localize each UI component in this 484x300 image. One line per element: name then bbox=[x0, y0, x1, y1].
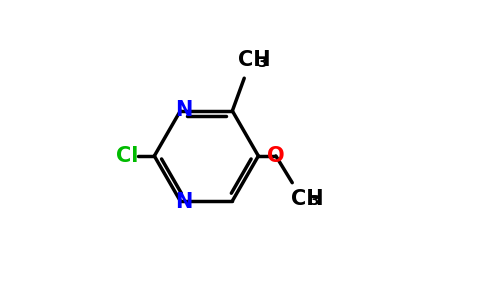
Text: CH: CH bbox=[291, 189, 323, 209]
Text: O: O bbox=[267, 146, 285, 166]
Text: 3: 3 bbox=[257, 56, 266, 70]
Text: N: N bbox=[175, 192, 193, 212]
Text: 3: 3 bbox=[309, 194, 319, 208]
Text: CH: CH bbox=[238, 50, 271, 70]
Text: Cl: Cl bbox=[116, 146, 139, 166]
Text: N: N bbox=[175, 100, 193, 120]
